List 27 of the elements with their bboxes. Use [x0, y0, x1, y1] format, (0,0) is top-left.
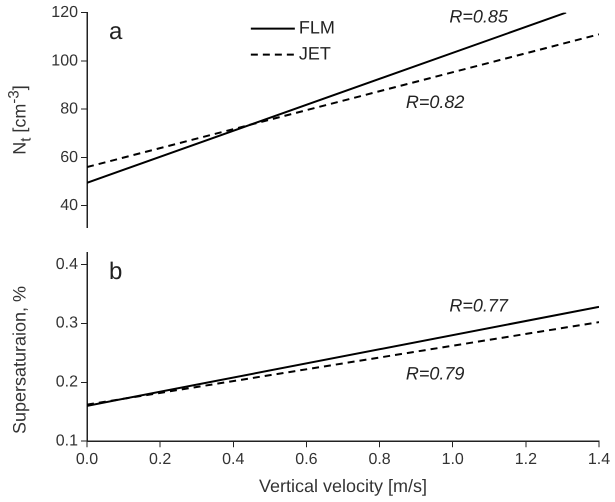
y-tick-label: 60: [60, 148, 78, 166]
x-tick-label: 1.4: [588, 451, 610, 468]
y-tick-label: 120: [51, 4, 78, 22]
legend-label: JET: [298, 44, 331, 64]
y-tick-label: 40: [60, 197, 78, 214]
x-axis-title: Vertical velocity [m/s]: [258, 476, 428, 496]
y-tick-label: 0.1: [56, 432, 78, 450]
y-tick-label: 80: [60, 100, 78, 118]
x-tick-label: 0.4: [222, 451, 245, 468]
y-tick-label: 100: [51, 52, 78, 70]
annotation: R=0.82: [406, 92, 464, 112]
annotation: R=0.79: [406, 364, 464, 384]
x-tick-label: 0.0: [76, 451, 98, 468]
y-tick-label: 0.2: [56, 374, 78, 391]
annotation: R=0.85: [449, 6, 509, 26]
x-tick-label: 0.2: [149, 451, 172, 468]
annotation: a: [109, 18, 123, 46]
annotation: b: [109, 258, 122, 286]
y-axis-title: Supersaturaion, %: [10, 286, 30, 434]
y-tick-label: 0.4: [56, 256, 78, 273]
annotation: R=0.77: [449, 296, 509, 316]
y-tick-label: 0.3: [56, 314, 78, 332]
x-tick-label: 1.0: [442, 451, 464, 468]
x-tick-label: 0.8: [368, 451, 391, 468]
legend-label: FLM: [298, 18, 335, 38]
x-tick-label: 0.6: [295, 451, 318, 468]
x-tick-label: 1.2: [514, 451, 538, 468]
